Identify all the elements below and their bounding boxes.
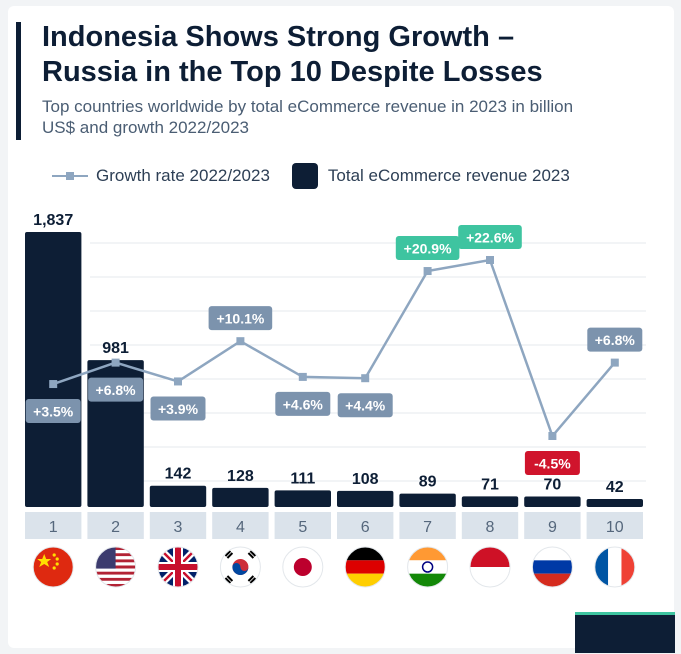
bar-value-label: 70 xyxy=(544,477,562,494)
growth-label-box xyxy=(25,399,81,424)
flag-japan-icon xyxy=(282,546,324,588)
flag-russia-icon xyxy=(531,546,573,588)
bar-value-label: 111 xyxy=(290,470,315,487)
growth-marker xyxy=(361,374,370,383)
rank-label: 8 xyxy=(486,519,495,536)
rank-box xyxy=(87,512,144,539)
flag-south-korea-icon xyxy=(219,546,261,588)
growth-marker xyxy=(486,256,494,264)
bar-value-label: 71 xyxy=(481,476,499,493)
growth-label: +6.8% xyxy=(96,382,137,398)
grid-lines xyxy=(90,242,646,482)
flag-germany-icon xyxy=(344,546,386,588)
growth-label: +10.1% xyxy=(216,311,264,327)
bar-value-label: 128 xyxy=(227,468,254,485)
bar-rank-5 xyxy=(274,490,331,507)
growth-label: +4.6% xyxy=(283,396,324,412)
legend-bar-label: Total eCommerce revenue 2023 xyxy=(327,166,570,185)
subtitle-line-1: Top countries worldwide by total eCommer… xyxy=(42,97,574,116)
growth-marker xyxy=(610,358,619,367)
bar-rank-7 xyxy=(399,493,456,507)
rank-box xyxy=(149,512,207,539)
growth-marker xyxy=(111,358,120,367)
subtitle-line-2: US$ and growth 2022/2023 xyxy=(42,118,249,137)
bar-rank-9 xyxy=(524,496,581,507)
flag-india-icon xyxy=(407,546,449,588)
bar-rank-6 xyxy=(337,490,394,507)
bar-value-label: 981 xyxy=(102,340,129,357)
growth-marker xyxy=(236,337,245,346)
bar-value-label: 1,837 xyxy=(33,212,73,229)
bar-rank-3 xyxy=(149,485,207,507)
rank-box xyxy=(274,512,331,539)
rank-box xyxy=(25,512,82,539)
growth-marker xyxy=(298,372,307,381)
growth-label: +6.8% xyxy=(595,332,636,348)
footer-brand-block xyxy=(575,612,675,653)
rank-label: 9 xyxy=(548,519,557,536)
title-line-1: Indonesia Shows Strong Growth – xyxy=(42,21,515,53)
growth-label: +4.4% xyxy=(345,398,386,414)
rank-label: 4 xyxy=(236,519,245,536)
growth-marker xyxy=(174,377,182,386)
legend-bar-symbol xyxy=(291,163,318,189)
growth-label: +22.6% xyxy=(466,230,514,246)
growth-label: +3.5% xyxy=(33,404,74,420)
growth-label: +3.9% xyxy=(158,401,199,417)
bar-rank-8 xyxy=(461,496,519,507)
growth-label-box xyxy=(208,306,273,331)
bar-value-label: 89 xyxy=(419,474,437,491)
title-line-2: Russia in the Top 10 Despite Losses xyxy=(42,56,543,88)
bar-value-label: 142 xyxy=(165,466,192,483)
chart-legend: Growth rate 2022/2023 Total eCommerce re… xyxy=(52,160,570,192)
rank-box xyxy=(399,512,456,539)
bar-value-label: 42 xyxy=(606,479,624,496)
growth-marker xyxy=(548,432,557,440)
bar-rank-10 xyxy=(586,499,643,507)
rank-box xyxy=(212,512,269,539)
rank-box xyxy=(337,512,394,539)
growth-label: +20.9% xyxy=(404,241,452,257)
growth-label-box xyxy=(275,391,331,416)
rank-label: 6 xyxy=(361,519,370,536)
rank-label: 5 xyxy=(298,519,307,536)
rank-label: 2 xyxy=(111,519,120,536)
bar-rank-1 xyxy=(25,232,82,507)
growth-label: -4.5% xyxy=(534,456,571,472)
rank-label: 3 xyxy=(174,519,183,536)
flag-france-icon xyxy=(594,546,636,588)
growth-marker xyxy=(49,380,58,389)
growth-label-box xyxy=(524,451,580,475)
growth-label-box xyxy=(587,327,643,352)
legend-line-symbol xyxy=(52,166,88,186)
growth-line xyxy=(52,258,616,439)
growth-label-box xyxy=(337,393,393,418)
bar-rank-4 xyxy=(212,487,269,507)
rank-box xyxy=(524,512,581,539)
bar-value-label: 108 xyxy=(352,471,379,488)
growth-label-box xyxy=(458,225,522,249)
rank-label: 1 xyxy=(49,519,58,536)
flag-china-icon xyxy=(32,546,74,588)
flag-usa-icon xyxy=(95,546,137,588)
rank-box xyxy=(586,512,643,539)
title-accent-bar xyxy=(16,22,21,140)
growth-label-box xyxy=(88,377,144,402)
chart-card xyxy=(8,6,674,648)
growth-label-box xyxy=(395,236,460,261)
growth-label-box xyxy=(150,396,206,421)
growth-marker xyxy=(423,267,432,276)
flag-indonesia-icon xyxy=(469,546,511,588)
flag-uk-icon xyxy=(157,546,199,588)
chart-subtitle: Top countries worldwide by total eCommer… xyxy=(42,96,662,138)
legend-line-label: Growth rate 2022/2023 xyxy=(96,166,270,185)
rank-box xyxy=(461,512,519,539)
chart-title: Indonesia Shows Strong Growth – Russia i… xyxy=(42,20,662,90)
rank-label: 7 xyxy=(423,519,432,536)
rank-label: 10 xyxy=(606,519,624,536)
